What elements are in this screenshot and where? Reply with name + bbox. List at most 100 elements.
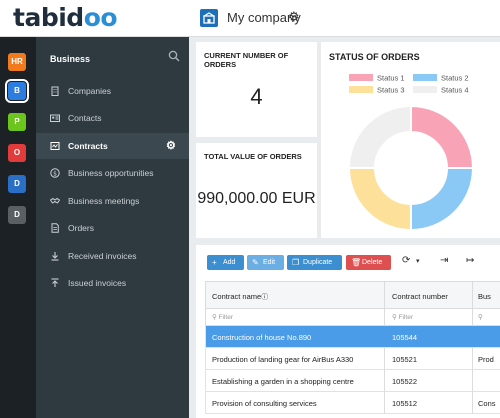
edit-button[interactable]: ✎ Edit	[247, 255, 284, 270]
column-divider	[472, 282, 473, 310]
add-button[interactable]: + Add	[207, 255, 244, 270]
cell-contract-name: Provision of consulting services	[212, 399, 317, 408]
filter-search-icon: ⚲	[212, 314, 219, 321]
dollar-icon: $	[50, 168, 60, 178]
app-button-d-gray[interactable]: D	[8, 206, 26, 224]
column-header-contract-name[interactable]: Contract nameⓘ	[212, 292, 268, 302]
table-row[interactable]: Provision of consulting services 105512 …	[205, 392, 500, 414]
refresh-dropdown-chevron-down-icon[interactable]: ▾	[416, 258, 420, 265]
cell-contract-name: Establishing a garden in a shopping cent…	[212, 377, 354, 386]
search-icon[interactable]	[168, 50, 180, 62]
donut-slice-2[interactable]	[410, 167, 475, 232]
column-divider	[384, 370, 385, 392]
table-row[interactable]: Establishing a garden in a shopping cent…	[205, 370, 500, 392]
legend-label-1[interactable]: Status 1	[377, 74, 405, 83]
donut-slice-1[interactable]	[410, 104, 475, 169]
sidebar-item-companies[interactable]: Companies	[36, 78, 189, 104]
filter-bus[interactable]: ⚲	[478, 313, 483, 321]
column-header-contract-number[interactable]: Contract number	[392, 292, 448, 301]
column-divider	[472, 348, 473, 370]
filter-contract-number[interactable]: ⚲ Filter	[392, 313, 413, 321]
svg-text:$: $	[53, 170, 57, 177]
donut-slice-3[interactable]	[347, 167, 412, 232]
sidebar: Business Companies Contacts Contracts ⚙ …	[36, 37, 189, 418]
app-button-o[interactable]: O	[8, 144, 26, 162]
table-header-row: Contract nameⓘ Contract number Bus	[205, 281, 500, 310]
export-icon[interactable]: ↦	[466, 255, 475, 266]
cell-contract-name: Construction of house No.890	[212, 333, 312, 342]
kpi-value: 990,000.00 EUR	[197, 190, 316, 207]
duplicate-button[interactable]: ❐ Duplicate	[287, 255, 342, 270]
sidebar-item-label: Business opportunities	[68, 168, 154, 178]
sidebar-item-label: Contacts	[68, 113, 102, 123]
app-button-hr[interactable]: HR	[8, 53, 26, 71]
filter-contract-name[interactable]: ⚲ Filter	[212, 313, 233, 321]
legend-swatch-4[interactable]	[413, 86, 437, 93]
company-settings-gear-icon[interactable]: ⚙	[288, 9, 300, 24]
copy-icon: ❐	[292, 258, 300, 267]
sidebar-item-contacts[interactable]: Contacts	[36, 105, 189, 131]
cell-bus: Cons	[478, 399, 496, 408]
contracts-table-card: + Add ✎ Edit ❐ Duplicate 🗑 Delete ⟳ ▾ ⇥ ↦ Co…	[196, 245, 500, 418]
legend-swatch-1[interactable]	[349, 74, 373, 81]
app-button-business[interactable]: B	[5, 79, 29, 103]
sidebar-item-label: Contracts	[68, 141, 108, 151]
legend-label-2[interactable]: Status 2	[441, 74, 469, 83]
edit-button-label: Edit	[263, 259, 276, 266]
table-filter-row: ⚲ Filter ⚲ Filter ⚲	[205, 309, 500, 326]
building-icon	[51, 86, 59, 96]
legend-swatch-2[interactable]	[413, 74, 437, 81]
donut-chart: Status 1 Status 2 Status 3 Status 4	[347, 74, 475, 232]
table-row[interactable]: Production of landing gear for AirBus A3…	[205, 348, 500, 370]
help-icon[interactable]: ⓘ	[261, 294, 269, 301]
delete-button-label: Delete	[362, 259, 383, 266]
pencil-icon: ✎	[252, 258, 259, 267]
sidebar-item-business-meetings[interactable]: Business meetings	[36, 188, 189, 214]
donut-slice-4[interactable]	[347, 104, 412, 169]
refresh-icon[interactable]: ⟳	[402, 255, 411, 266]
legend-label-4[interactable]: Status 4	[441, 86, 469, 95]
import-icon[interactable]: ⇥	[440, 255, 449, 266]
sidebar-item-orders[interactable]: Orders	[36, 215, 189, 241]
sidebar-item-contracts[interactable]: Contracts ⚙	[36, 133, 189, 159]
sidebar-item-label: Business meetings	[68, 196, 140, 206]
column-header-bus[interactable]: Bus	[478, 292, 491, 301]
column-divider	[384, 348, 385, 370]
sidebar-item-received-invoices[interactable]: Received invoices	[36, 243, 189, 269]
legend-swatch-3[interactable]	[349, 86, 373, 93]
table-row[interactable]: Construction of house No.890 105544	[205, 326, 500, 348]
top-header: tabidoo My company ⚙	[0, 0, 500, 37]
sidebar-item-label: Companies	[68, 86, 111, 96]
sidebar-item-label: Issued invoices	[68, 278, 127, 288]
handshake-icon	[50, 197, 60, 204]
legend-label-3[interactable]: Status 3	[377, 86, 405, 95]
duplicate-button-label: Duplicate	[303, 259, 333, 266]
company-icon[interactable]	[200, 9, 218, 27]
sidebar-item-label: Orders	[68, 223, 94, 233]
column-divider	[472, 309, 473, 326]
app-button-d[interactable]: D	[8, 175, 26, 193]
cell-contract-name: Production of landing gear for AirBus A3…	[212, 355, 354, 364]
chart-title: STATUS OF ORDERS	[329, 52, 420, 62]
delete-button[interactable]: 🗑 Delete	[346, 255, 391, 270]
app-button-p[interactable]: P	[8, 113, 26, 131]
trash-icon: 🗑	[351, 258, 362, 267]
logo[interactable]: tabidoo	[13, 3, 118, 32]
kpi-card-orders-count: CURRENT NUMBER OF ORDERS 4	[196, 42, 317, 137]
sidebar-item-label: Received invoices	[68, 251, 137, 261]
column-divider	[472, 370, 473, 392]
add-button-label: Add	[223, 259, 236, 266]
document-icon	[51, 223, 59, 233]
company-selector[interactable]: My company	[227, 10, 301, 25]
column-divider	[384, 309, 385, 326]
cell-contract-number: 105521	[392, 355, 418, 364]
sidebar-item-issued-invoices[interactable]: Issued invoices	[36, 270, 189, 296]
kpi-value: 4	[250, 84, 263, 109]
column-divider	[472, 392, 473, 414]
column-divider	[384, 282, 385, 310]
main-content: CURRENT NUMBER OF ORDERS 4 TOTAL VALUE O…	[189, 37, 500, 418]
sidebar-item-business-opportunities[interactable]: $ Business opportunities	[36, 160, 189, 186]
kpi-title: TOTAL VALUE OF ORDERS	[204, 152, 302, 161]
kpi-title: CURRENT NUMBER OF ORDERS	[204, 51, 289, 69]
contracts-settings-gear-icon[interactable]: ⚙	[166, 140, 176, 152]
